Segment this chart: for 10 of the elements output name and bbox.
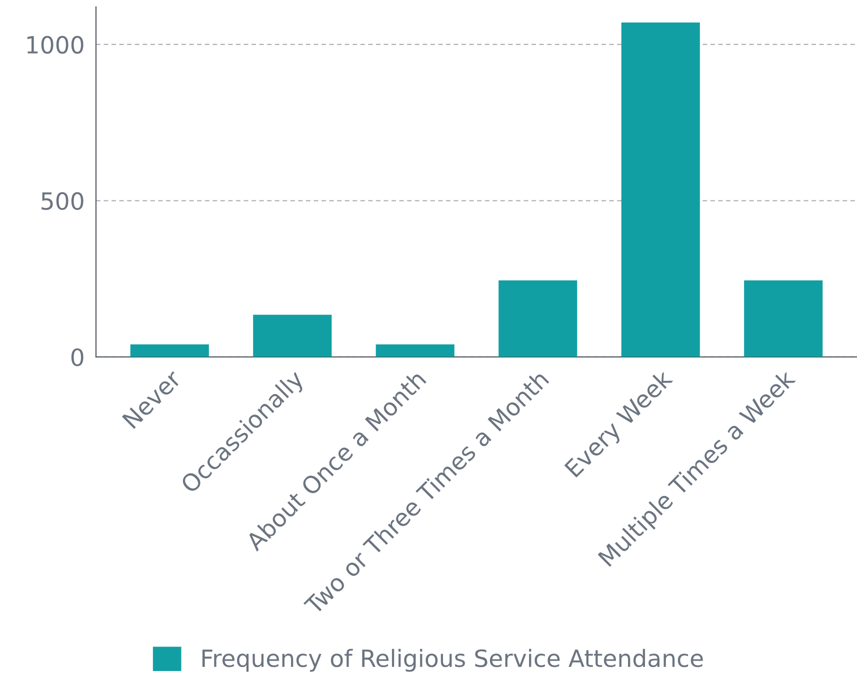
y-tick-label: 0	[71, 348, 84, 366]
y-tick-label: 500	[42, 192, 84, 210]
bar	[376, 344, 454, 357]
bar	[621, 22, 700, 357]
bar	[253, 314, 332, 357]
bar	[744, 280, 823, 357]
bar	[130, 344, 209, 357]
bar	[498, 280, 578, 357]
legend-label: Frequency of Religious Service Attendance	[202, 648, 703, 672]
y-tick-label: 1000	[27, 36, 84, 54]
